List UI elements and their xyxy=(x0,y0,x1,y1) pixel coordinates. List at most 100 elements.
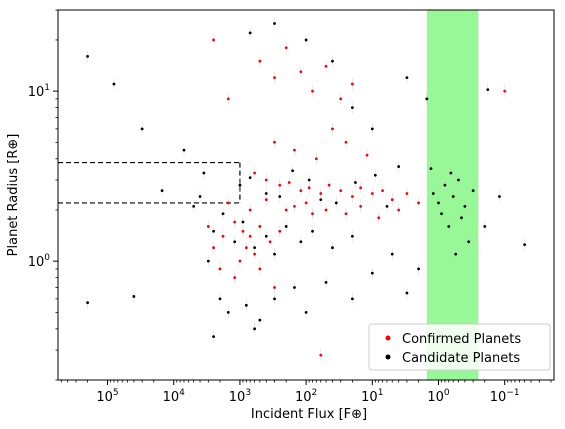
candidate-point-33 xyxy=(397,165,401,168)
candidate-point-5 xyxy=(132,295,136,298)
confirmed-point-47 xyxy=(311,212,314,216)
confirmed-point-2 xyxy=(284,46,288,50)
candidate-point-26 xyxy=(291,169,295,173)
confirmed-point-23 xyxy=(327,183,331,187)
habitable-zone-band xyxy=(426,10,479,380)
x-tick-exponent-4: 1 xyxy=(378,388,384,398)
candidate-point-35 xyxy=(437,201,440,205)
confirmed-point-61 xyxy=(503,89,507,93)
confirmed-point-22 xyxy=(319,192,323,195)
confirmed-point-13 xyxy=(293,148,296,152)
x-tick-exponent-1: 4 xyxy=(179,388,185,398)
legend-label-confirmed: Confirmed Planets xyxy=(402,332,521,347)
x-tick-exponent-6: −1 xyxy=(506,388,519,398)
confirmed-point-9 xyxy=(226,97,230,101)
candidate-point-10 xyxy=(226,310,230,314)
confirmed-point-53 xyxy=(359,204,363,208)
candidate-point-65 xyxy=(273,22,276,25)
legend: Confirmed Planets Candidate Planets xyxy=(368,323,551,371)
candidate-point-13 xyxy=(273,297,276,301)
confirmed-point-8 xyxy=(212,38,215,42)
confirmed-point-25 xyxy=(350,195,354,198)
x-tick-label-5: 100 xyxy=(427,388,450,405)
confirmed-point-40 xyxy=(206,225,210,228)
candidate-point-12 xyxy=(258,318,262,322)
candidate-point-71 xyxy=(425,97,429,101)
confirmed-point-41 xyxy=(244,246,248,250)
x-tick-exponent-5: 0 xyxy=(444,388,450,398)
confirmed-point-32 xyxy=(233,220,237,224)
confirmed-point-34 xyxy=(248,234,252,238)
confirmed-point-60 xyxy=(319,353,323,357)
candidate-point-1 xyxy=(112,82,116,86)
candidate-point-74 xyxy=(192,204,196,208)
candidate-point-45 xyxy=(429,167,433,171)
confirmed-point-0 xyxy=(258,59,262,63)
candidate-point-73 xyxy=(253,327,257,331)
candidate-point-36 xyxy=(440,212,443,216)
candidate-point-64 xyxy=(248,31,252,35)
confirmed-point-30 xyxy=(405,192,409,195)
confirmed-point-27 xyxy=(370,192,374,195)
candidate-point-4 xyxy=(86,301,90,305)
confirmed-point-57 xyxy=(233,276,237,280)
confirmed-point-50 xyxy=(226,201,230,205)
legend-label-candidate: Candidate Planets xyxy=(402,351,520,366)
candidate-point-51 xyxy=(486,88,490,92)
candidate-point-47 xyxy=(449,171,453,175)
candidate-point-25 xyxy=(278,195,282,198)
candidate-point-14 xyxy=(293,286,296,289)
confirmed-point-54 xyxy=(377,216,381,220)
confirmed-point-33 xyxy=(241,229,245,233)
legend-box xyxy=(368,323,551,371)
x-tick-label-4: 101 xyxy=(361,388,383,405)
candidate-point-60 xyxy=(299,240,303,244)
y-tick-exponent-1: 1 xyxy=(44,83,50,93)
confirmed-point-29 xyxy=(390,198,394,202)
candidate-point-11 xyxy=(244,303,248,307)
confirmed-point-6 xyxy=(339,97,343,101)
x-tick-exponent-0: 5 xyxy=(113,388,119,398)
x-tick-exponent-3: 2 xyxy=(312,388,318,398)
confirmed-point-59 xyxy=(273,286,276,289)
candidate-point-23 xyxy=(248,176,252,180)
candidate-point-16 xyxy=(324,280,328,284)
confirmed-point-18 xyxy=(278,183,282,187)
candidate-point-54 xyxy=(233,240,237,244)
confirmed-point-43 xyxy=(238,259,242,263)
confirmed-point-15 xyxy=(365,153,369,157)
candidate-point-58 xyxy=(273,252,276,256)
candidate-point-67 xyxy=(331,59,334,63)
candidate-point-15 xyxy=(304,310,308,314)
candidate-point-72 xyxy=(212,335,215,338)
data-points xyxy=(86,17,527,362)
confirmed-point-5 xyxy=(324,64,328,68)
candidate-point-63 xyxy=(350,234,354,238)
x-axis-label: Incident Flux [F⊕] xyxy=(251,407,367,422)
confirmed-point-3 xyxy=(299,70,303,74)
confirmed-point-12 xyxy=(273,140,276,144)
confirmed-point-36 xyxy=(268,240,272,244)
habitable-zone-rect xyxy=(426,10,479,380)
confirmed-point-4 xyxy=(311,89,314,93)
confirmed-point-14 xyxy=(314,157,318,161)
candidate-point-53 xyxy=(221,212,225,216)
confirmed-point-1 xyxy=(273,76,276,80)
candidate-point-31 xyxy=(373,173,377,177)
confirmed-point-46 xyxy=(304,201,308,205)
candidate-point-22 xyxy=(238,183,242,187)
confirmed-point-45 xyxy=(293,204,296,208)
confirmed-point-49 xyxy=(248,208,252,212)
candidate-point-20 xyxy=(405,291,409,295)
candidate-point-17 xyxy=(350,297,354,301)
confirmed-point-31 xyxy=(417,201,420,205)
x-tick-label-0: 105 xyxy=(96,388,118,405)
candidate-point-70 xyxy=(405,76,409,80)
candidate-point-27 xyxy=(307,178,311,182)
y-axis-ticks: 100 101 xyxy=(28,9,58,381)
legend-marker-candidate xyxy=(385,354,391,360)
candidate-point-68 xyxy=(350,106,354,110)
candidate-point-42 xyxy=(463,204,467,208)
candidate-point-7 xyxy=(198,195,202,198)
